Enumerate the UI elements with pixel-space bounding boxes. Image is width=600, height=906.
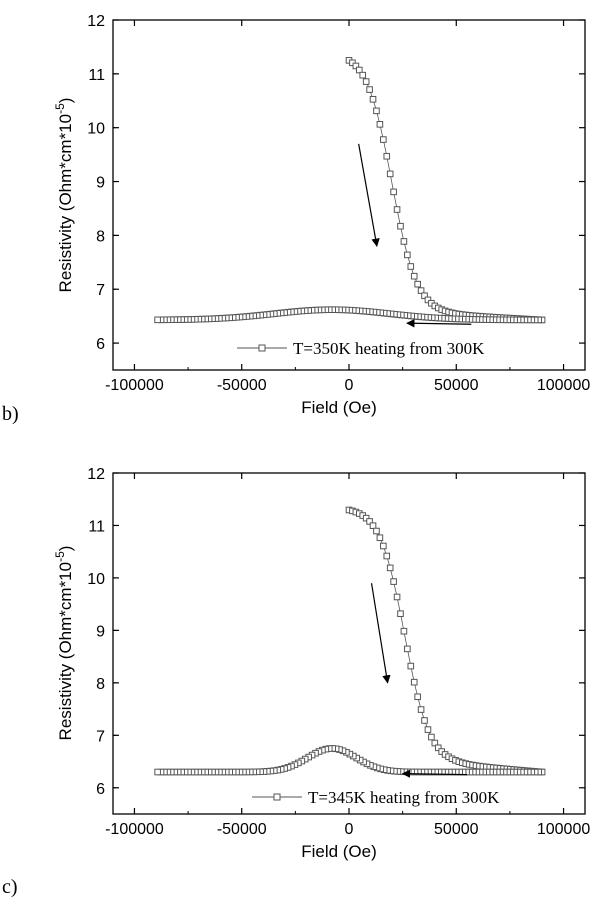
data-point [400,627,408,635]
data-point [414,280,421,288]
data-point [407,263,415,270]
y-tick-label: 6 [96,781,105,798]
data-point [428,733,435,741]
data-point [366,518,373,525]
chart-panel-c: -100000 -50000 0 50000 100000 6 7 8 9 10 11 12 Field… [53,466,590,861]
data-point [417,706,425,713]
series-line [157,60,543,321]
data-point [393,593,401,601]
data-point [366,86,373,93]
y-tick-label: 12 [87,13,105,30]
data-point [380,542,387,550]
data-point [390,188,397,196]
y-tick-label: 9 [96,623,105,640]
plot-frame [112,472,586,815]
data-point [434,744,442,752]
data-point [383,152,391,160]
data-point [390,578,397,585]
data-point [400,238,408,245]
legend-label: T=350K heating from 300K [293,339,485,358]
x-tick-label: 100000 [537,377,590,394]
y-axis-label: Resistivity (Ohm*cm*10-5) [53,98,75,293]
y-axis-label: Resistivity (Ohm*cm*10-5) [53,546,75,741]
data-point [421,717,428,724]
annotation-arrow-down [358,143,380,247]
x-tick-label: -100000 [105,821,164,838]
data-point [397,222,404,230]
x-axis-label: Field (Oe) [301,398,377,417]
series-line [157,509,543,773]
x-tick-label: -50000 [217,821,267,838]
data-point [154,768,161,776]
x-tick-label: 50000 [434,377,479,394]
panel-label-b: b) [2,403,19,425]
data-point [369,522,377,529]
y-tick-label: 8 [96,676,105,693]
x-tick-label: -100000 [105,377,164,394]
data-point [362,78,370,85]
legend-label: T=345K heating from 300K [308,788,500,807]
data-point [410,678,418,686]
x-tick-label: -50000 [217,377,267,394]
data-point [404,645,411,653]
y-tick-label: 11 [88,518,105,535]
data-point [355,66,363,74]
annotation-arrow-left [406,319,472,328]
panel-label-c: c) [2,876,18,898]
y-tick-label: 12 [87,466,105,483]
data-point [404,251,411,259]
data-point [421,292,428,300]
data-point [352,62,360,70]
data-point [386,170,394,178]
data-point [383,552,391,560]
data-point [424,296,432,304]
x-tick-label: 0 [345,821,354,838]
data-point [386,564,394,572]
data-point [424,726,432,733]
data-point [407,662,415,670]
x-tick-label: 0 [345,377,354,394]
y-tick-label: 10 [87,121,105,138]
data-point [154,316,161,324]
y-tick-label: 8 [96,228,105,245]
data-point [414,693,421,701]
data-point [373,107,380,115]
data-point [410,272,418,280]
data-point [417,287,425,294]
y-tick-label: 7 [96,282,105,299]
x-tick-label: 100000 [537,821,590,838]
x-tick-label: 50000 [434,821,479,838]
y-tick-label: 11 [88,67,105,84]
data-point [359,71,367,79]
annotation-arrow-down [370,583,391,684]
data-point [362,514,370,522]
data-point [397,610,404,617]
data-point [373,527,380,535]
legend-marker [258,344,266,352]
y-tick-label: 10 [87,571,105,588]
annotation-arrow-left [401,769,468,778]
data-point [431,739,439,747]
chart-panel-b: -100000 -50000 0 50000 100000 6 7 8 9 10 11 12 Field… [53,13,590,417]
y-tick-label: 6 [96,336,105,353]
y-tick-label: 7 [96,728,105,745]
data-point [393,206,401,213]
data-point [369,95,377,103]
data-point [376,534,384,542]
legend-marker [273,793,281,801]
data-point [380,136,387,143]
y-tick-label: 9 [96,175,105,192]
x-axis-label: Field (Oe) [301,842,377,861]
data-point [376,121,384,128]
